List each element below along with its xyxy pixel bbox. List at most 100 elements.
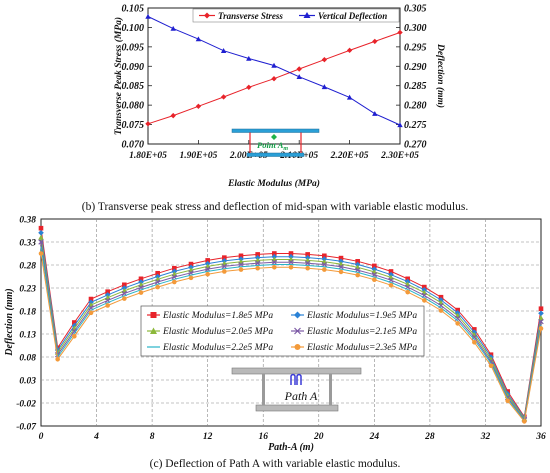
chart-c-point-6 <box>355 272 360 278</box>
chart-c-point-6 <box>505 398 510 404</box>
chart-c-y-tick-label: 0.23 <box>19 285 36 295</box>
chart-b-point-deflection <box>321 84 328 90</box>
chart-c-point-6 <box>105 303 110 308</box>
chart-c-x-tick-label: 8 <box>150 432 155 442</box>
chart-b-legend-label-deflection: Vertical Deflection <box>318 11 387 21</box>
chart-c-point-4 <box>338 264 344 270</box>
chart-c-x-tick-label: 12 <box>203 432 213 442</box>
chart-b-right-tick-label: 0.300 <box>404 23 427 34</box>
chart-b-series <box>145 13 403 128</box>
chart-c-point-1 <box>255 252 260 257</box>
chart-b-point-deflection <box>170 25 176 31</box>
chart-c-point-6 <box>388 282 394 288</box>
chart-c-y-tick-label: 0.03 <box>19 377 36 387</box>
chart-b-right-tick-label: 0.290 <box>404 62 427 73</box>
chart-c-legend-box <box>140 305 425 357</box>
chart-c-point-6 <box>522 419 527 424</box>
chart-c-point-6 <box>205 271 210 277</box>
chart-c-x-tick-label: 32 <box>480 432 491 442</box>
chart-c-point-6 <box>155 284 160 290</box>
chart-b-left-tick-label: 0.075 <box>122 120 145 131</box>
chart-b-right-tick-label: 0.280 <box>404 101 427 112</box>
chart-c-point-6 <box>55 357 60 362</box>
chart-c-point-4 <box>288 259 294 265</box>
chart-b-left-tick-label: 0.105 <box>122 4 145 15</box>
chart-b-legend-box <box>192 8 400 23</box>
chart-c-point-1 <box>155 270 160 276</box>
chart-c-point-6 <box>88 310 94 316</box>
chart-c-point-1 <box>122 282 127 288</box>
chart-b-inset-diagram: Point Am <box>231 128 320 157</box>
chart-c-legend-marker-4 <box>294 327 301 335</box>
chart-c-point-6 <box>72 334 77 339</box>
chart-c-y-tick-label: 0.13 <box>19 331 36 341</box>
chart-c-inset-label: Path A <box>284 389 318 403</box>
chart-b-point-stress <box>397 29 403 36</box>
chart-b-point-deflection <box>346 94 353 100</box>
chart-b-left-tick-label: 0.070 <box>122 140 145 151</box>
chart-c-point-1 <box>272 251 277 256</box>
chart-b-point-stress <box>145 121 151 127</box>
chart-b-left-tick-label: 0.080 <box>122 101 145 112</box>
chart-c-point-1 <box>72 320 77 325</box>
chart-c-point-6 <box>38 251 44 256</box>
chart-c-point-2 <box>38 230 44 236</box>
path-a-marker <box>290 373 302 385</box>
chart-b-legend-marker-stress <box>204 12 210 19</box>
chart-b-point-stress <box>246 84 252 90</box>
chart-b-point-stress <box>170 112 176 119</box>
chart-c-point-6 <box>405 289 410 295</box>
chart-c-legend-label-6: Elastic Modulus=2.3e5 MPa <box>306 343 417 353</box>
chart-c-point-4 <box>254 260 261 266</box>
beam-bottom-plate <box>246 152 305 157</box>
chart-c-point-1 <box>338 255 344 261</box>
chart-b-point-stress <box>296 66 302 72</box>
chart-b-point-deflection <box>246 55 252 61</box>
chart-b-point-deflection <box>145 13 151 19</box>
chart-c-y-tick-label: 0.08 <box>19 354 36 364</box>
chart-c-legend-marker-2 <box>294 311 301 319</box>
chart-b-point-deflection <box>220 48 227 53</box>
chart-b-legend: Transverse Stress Vertical Deflection <box>192 8 400 23</box>
web-right <box>329 374 332 405</box>
chart-c-point-4 <box>238 261 244 268</box>
chart-c-point-6 <box>322 267 327 272</box>
chart-c-y-tick-label: -0.07 <box>16 423 37 433</box>
chart-b-point-deflection <box>296 74 302 79</box>
chart-c-point-1 <box>205 258 210 263</box>
chart-c-legend-label-2: Elastic Modulus=1.9e5 MPa <box>306 311 417 321</box>
chart-c-point-6 <box>338 269 344 275</box>
chart-c-point-6 <box>422 298 427 303</box>
chart-c-point-6 <box>255 265 260 271</box>
chart-c-legend-label-4: Elastic Modulus=2.1e5 MPa <box>306 327 417 337</box>
chart-c-series <box>38 225 544 424</box>
chart-c-point-6 <box>455 321 460 326</box>
chart-c-x-tick-label: 24 <box>369 432 380 442</box>
chart-b-right-tick-label: 0.285 <box>404 81 427 92</box>
chart-c-point-6 <box>138 290 144 295</box>
chart-c-point-4 <box>304 260 311 266</box>
chart-c-x-axis-label: Path-A (m) <box>268 442 314 453</box>
chart-b-point-stress <box>321 56 328 63</box>
chart-c-x-tick-label: 0 <box>39 432 44 442</box>
chart-b-right-tick-label: 0.275 <box>404 120 427 131</box>
chart-b-left-ticks: 0.070 0.075 0.080 0.085 0.090 0.095 0.100 0.105 <box>122 4 152 151</box>
chart-b-legend-label-stress: Transverse Stress <box>218 11 283 21</box>
chart-c-point-6 <box>438 308 444 313</box>
chart-c-point-6 <box>538 326 544 331</box>
deck-top <box>231 367 362 375</box>
chart-b-inset-label: Point Am <box>257 140 288 152</box>
chart-c-legend-label-3: Elastic Modulus=2.0e5 MPa <box>162 327 273 337</box>
chart-c-legend-label-5: Elastic Modulus=2.2e5 MPa <box>162 343 273 353</box>
chart-c-point-1 <box>222 255 227 260</box>
chart-b-right-tick-label: 0.305 <box>404 4 427 15</box>
chart-c-legend-marker-1 <box>150 312 157 318</box>
chart-c-point-6 <box>305 265 310 271</box>
chart-c-legend-label-1: Elastic Modulus=1.8e5 MPa <box>162 311 273 321</box>
chart-c-point-1 <box>372 263 377 269</box>
chart-b-x-tick-label: 1.80E+05 <box>129 151 167 161</box>
chart-c-y-tick-label: 0.28 <box>19 262 36 272</box>
point-am-marker <box>271 134 277 140</box>
chart-c-point-1 <box>238 253 244 259</box>
chart-b-point-deflection <box>195 36 202 42</box>
